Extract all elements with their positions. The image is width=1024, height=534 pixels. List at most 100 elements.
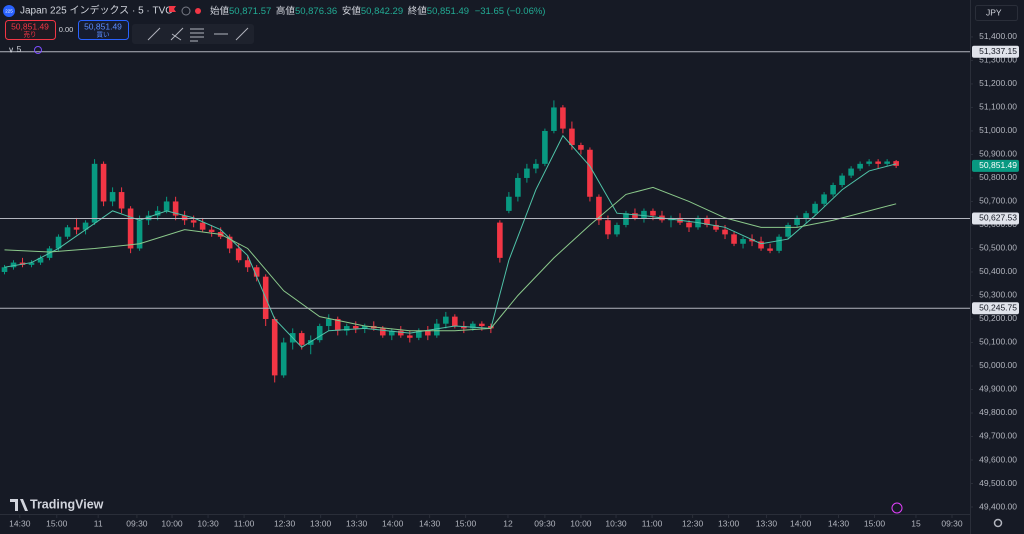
- y-tick-label: 51,100.00: [979, 102, 1017, 112]
- x-tick-label: 10:30: [197, 518, 219, 528]
- candle-body: [596, 196, 602, 221]
- x-tick-label: 10:00: [570, 518, 592, 528]
- price-line-label: 51,337.15: [979, 46, 1017, 56]
- candle-body: [82, 222, 89, 230]
- buy-label: 買い: [97, 31, 110, 39]
- candle-body: [785, 224, 791, 237]
- flag-icon[interactable]: [169, 6, 176, 12]
- candle-body: [740, 239, 746, 244]
- candle-body: [325, 318, 332, 327]
- candle-body: [821, 194, 827, 204]
- sell-button[interactable]: [5, 20, 56, 40]
- candle-body: [181, 215, 188, 221]
- candle-body: [244, 260, 251, 268]
- x-tick-label: 14:30: [419, 518, 441, 528]
- candle-body: [569, 128, 575, 146]
- candle-body: [226, 236, 233, 249]
- candle-body: [533, 163, 539, 169]
- y-tick-label: 50,300.00: [979, 290, 1017, 300]
- indicator-icon[interactable]: [34, 46, 42, 54]
- candle-body: [407, 335, 413, 338]
- candle-body: [118, 192, 125, 209]
- ohlc-value: 50,842.29: [361, 6, 403, 17]
- sell-label: 売り: [24, 30, 37, 39]
- candle-body: [506, 196, 512, 211]
- drawing-toolbar: [132, 24, 254, 44]
- replay-icon[interactable]: [891, 502, 903, 514]
- y-tick-label: 49,900.00: [979, 384, 1017, 394]
- y-tick-label: 51,200.00: [979, 78, 1017, 88]
- x-tick-label: 09:30: [534, 518, 556, 528]
- candle-body: [28, 262, 35, 265]
- candle-body: [731, 234, 737, 244]
- ohlc-value: 50,871.57: [229, 6, 271, 17]
- candle-body: [136, 220, 143, 249]
- candle-body: [749, 239, 755, 242]
- last-price-bg: [972, 159, 1019, 172]
- candle-body: [443, 316, 449, 324]
- candle-body: [722, 229, 728, 235]
- trend-line-tool[interactable]: [147, 27, 161, 41]
- candle-body: [884, 161, 890, 164]
- x-tick-label: 14:00: [382, 518, 404, 528]
- fib-tool[interactable]: [190, 28, 204, 42]
- candle-body: [830, 185, 836, 195]
- candle-body: [767, 248, 773, 251]
- candle-body: [298, 333, 305, 345]
- candle-body: [551, 107, 557, 131]
- fork-tool[interactable]: [170, 27, 184, 41]
- price-line-label: 50,245.75: [979, 302, 1017, 312]
- change: −31.65 (−0.06%): [475, 6, 546, 17]
- ohlc-value: 50,876.36: [295, 6, 337, 17]
- price-line-label-bg: [972, 45, 1019, 58]
- candle-body: [425, 330, 431, 336]
- x-tick-label: 11:00: [234, 518, 255, 528]
- x-tick-label: 13:30: [756, 518, 778, 528]
- candle-body: [893, 161, 899, 166]
- y-tick-label: 49,800.00: [979, 407, 1017, 417]
- candle-body: [587, 149, 593, 197]
- candle-body: [1, 267, 8, 272]
- y-tick-label: 51,300.00: [979, 55, 1017, 65]
- sell-price: 50,851.49: [11, 21, 49, 31]
- logo-mark: [10, 499, 28, 511]
- candle-body: [343, 326, 350, 331]
- spread: 0.00: [59, 25, 74, 34]
- candle-body: [235, 248, 242, 261]
- candle-body: [704, 217, 710, 225]
- candle-body: [686, 222, 692, 228]
- candle-body: [154, 210, 161, 216]
- currency-box[interactable]: [975, 5, 1018, 21]
- eye-icon[interactable]: [181, 6, 191, 16]
- x-tick-label: 09:30: [941, 518, 963, 528]
- x-tick-label: 12:30: [682, 518, 704, 528]
- candle-body: [91, 163, 98, 223]
- candle-body: [623, 213, 629, 225]
- ohlc-label: 安値: [342, 5, 362, 17]
- candle-body: [55, 236, 62, 249]
- symbol: Japan 225 インデックス · 5 · TVC: [20, 4, 173, 17]
- x-tick-label: 12:30: [274, 518, 296, 528]
- x-tick-label: 10:00: [161, 518, 183, 528]
- x-tick-label: 11:00: [642, 518, 663, 528]
- candle-body: [632, 213, 638, 218]
- price-line-label-bg: [972, 302, 1019, 315]
- candle-body: [524, 168, 530, 178]
- candle-body: [316, 326, 323, 341]
- x-tick-label: 14:30: [9, 518, 31, 528]
- candle-body: [334, 318, 341, 331]
- candle-body: [163, 201, 170, 211]
- buy-price: 50,851.49: [84, 21, 122, 31]
- candle-body: [208, 229, 215, 233]
- ohlc-label: 始値: [210, 5, 230, 17]
- price-line-label-bg: [972, 212, 1019, 225]
- y-tick-label: 49,500.00: [979, 478, 1017, 488]
- settings-icon[interactable]: [993, 518, 1003, 528]
- x-tick-label: 11: [94, 518, 103, 528]
- buy-button[interactable]: [78, 20, 129, 40]
- candle-body: [199, 222, 206, 230]
- candle-body: [875, 161, 881, 164]
- ray-tool[interactable]: [235, 27, 249, 41]
